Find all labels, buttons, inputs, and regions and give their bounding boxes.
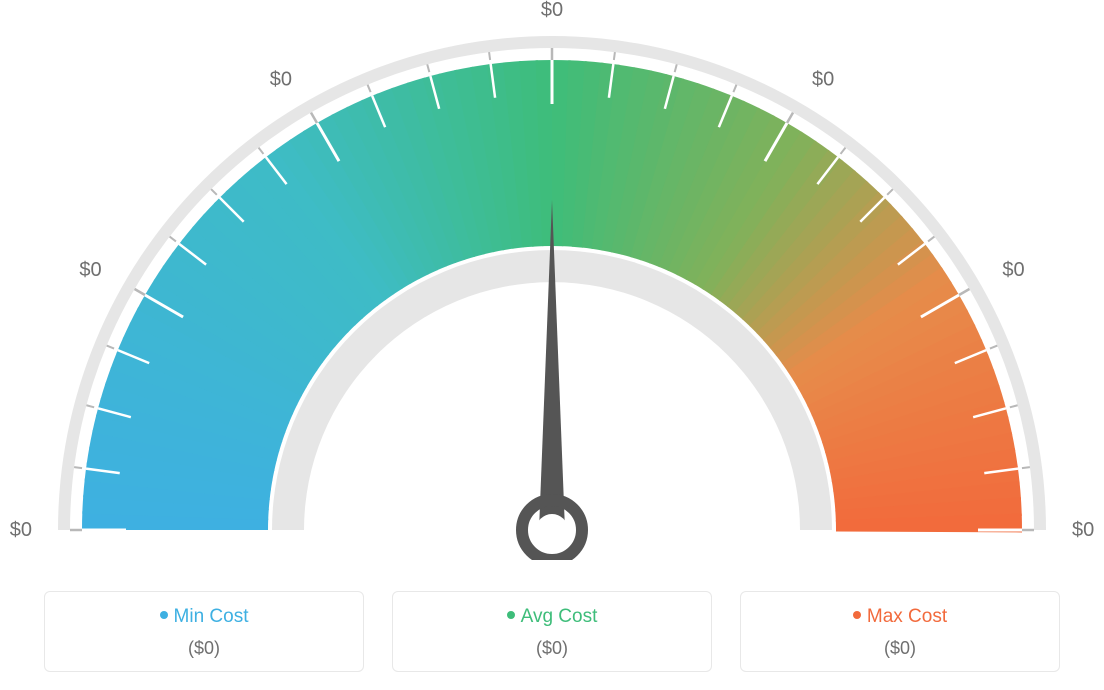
legend-row: Min Cost ($0) Avg Cost ($0) Max Cost ($0) (0, 591, 1104, 672)
tick-label-1: $0 (79, 259, 101, 281)
tick-label-4: $0 (812, 69, 834, 91)
legend-dot-min (160, 611, 168, 619)
tick-label-6: $0 (1072, 519, 1094, 541)
gauge-area: $0 $0 $0 $0 $0 $0 $0 (0, 0, 1104, 560)
legend-label-min: Min Cost (174, 606, 249, 627)
tick-label-2: $0 (270, 69, 292, 91)
gauge-chart-container: $0$0$0$0$0$0$0 Min Cost($0)Avg Cost($0)M… (0, 0, 1104, 690)
legend-card-avg: Avg Cost ($0) (392, 591, 712, 672)
legend-card-max: Max Cost ($0) (740, 591, 1060, 672)
legend-title-min: Min Cost (45, 606, 363, 628)
tick-label-0: $0 (10, 519, 32, 541)
tick-label-3: $0 (541, 0, 563, 21)
legend-card-min: Min Cost ($0) (44, 591, 364, 672)
gauge-svg: $0 $0 $0 $0 $0 $0 $0 (0, 0, 1104, 560)
legend-label-max: Max Cost (867, 606, 947, 627)
legend-value-max: ($0) (741, 638, 1059, 659)
legend-dot-max (853, 611, 861, 619)
legend-value-avg: ($0) (393, 638, 711, 659)
legend-label-avg: Avg Cost (521, 606, 598, 627)
legend-title-avg: Avg Cost (393, 606, 711, 628)
tick-label-5: $0 (1002, 259, 1024, 281)
legend-dot-avg (507, 611, 515, 619)
needle-hub-hole (536, 514, 568, 546)
needle (539, 200, 565, 530)
legend-value-min: ($0) (45, 638, 363, 659)
legend-title-max: Max Cost (741, 606, 1059, 628)
